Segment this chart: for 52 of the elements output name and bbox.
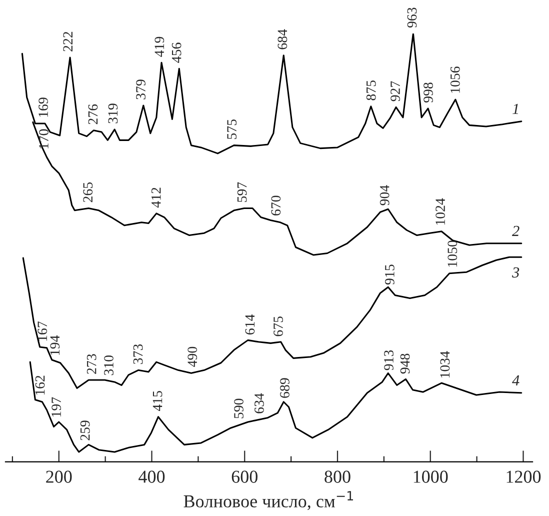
annotation: 948 — [400, 354, 410, 374]
annotation: 998 — [424, 82, 433, 102]
annotation: 415 — [152, 391, 162, 412]
series-label: 1 — [512, 104, 518, 114]
annotation: 456 — [172, 42, 182, 63]
annotation: 634 — [254, 393, 264, 414]
annotation: 412 — [151, 188, 161, 208]
annotation: 222 — [63, 32, 72, 52]
annotation: 170 — [39, 129, 48, 148]
annotation: 614 — [245, 314, 255, 334]
annotation: 197 — [52, 397, 61, 416]
annotation: 373 — [133, 344, 143, 364]
annotation: 1034 — [440, 351, 450, 378]
annotation: 597 — [237, 182, 247, 202]
annotation: 684 — [278, 29, 288, 50]
annotation: 675 — [274, 316, 283, 336]
annotation: 1050 — [448, 240, 458, 267]
x-tick-label: 800 — [324, 470, 350, 483]
annotation: 265 — [83, 182, 93, 202]
annotation: 927 — [390, 81, 400, 102]
series-label: 3 — [512, 267, 520, 278]
annotation: 162 — [35, 376, 45, 395]
annotation: 904 — [380, 185, 390, 206]
x-axis-title: Волновое число, см$^{−1}$ — [184, 491, 353, 510]
annotation: 276 — [88, 104, 98, 124]
annotation: 915 — [385, 264, 394, 285]
annotation: 259 — [80, 420, 90, 440]
annotation: 575 — [227, 119, 236, 139]
x-tick-label: 400 — [138, 470, 165, 483]
series-label: 4 — [512, 375, 520, 386]
annotation: 963 — [407, 8, 417, 28]
annotation: 319 — [108, 104, 118, 124]
annotation: 875 — [366, 80, 376, 100]
annotation: 310 — [104, 355, 114, 376]
x-tick-label: 1200 — [506, 470, 541, 483]
annotation: 1024 — [436, 198, 445, 225]
annotation: 194 — [50, 335, 60, 355]
x-tick-label: 200 — [46, 470, 72, 483]
annotation: 689 — [280, 378, 290, 398]
annotation: 670 — [271, 196, 281, 216]
x-tick-label: 1000 — [414, 470, 448, 483]
annotation: 1056 — [450, 66, 460, 93]
annotation: 419 — [154, 36, 164, 57]
x-tick-label: 600 — [232, 470, 258, 483]
series-label: 2 — [512, 226, 520, 236]
annotation: 913 — [384, 350, 394, 370]
annotation: 490 — [188, 346, 198, 367]
annotation: 590 — [234, 398, 244, 418]
annotation: 169 — [38, 98, 48, 117]
annotation: 167 — [38, 321, 48, 341]
annotation: 273 — [86, 354, 96, 374]
annotation: 379 — [136, 80, 146, 100]
